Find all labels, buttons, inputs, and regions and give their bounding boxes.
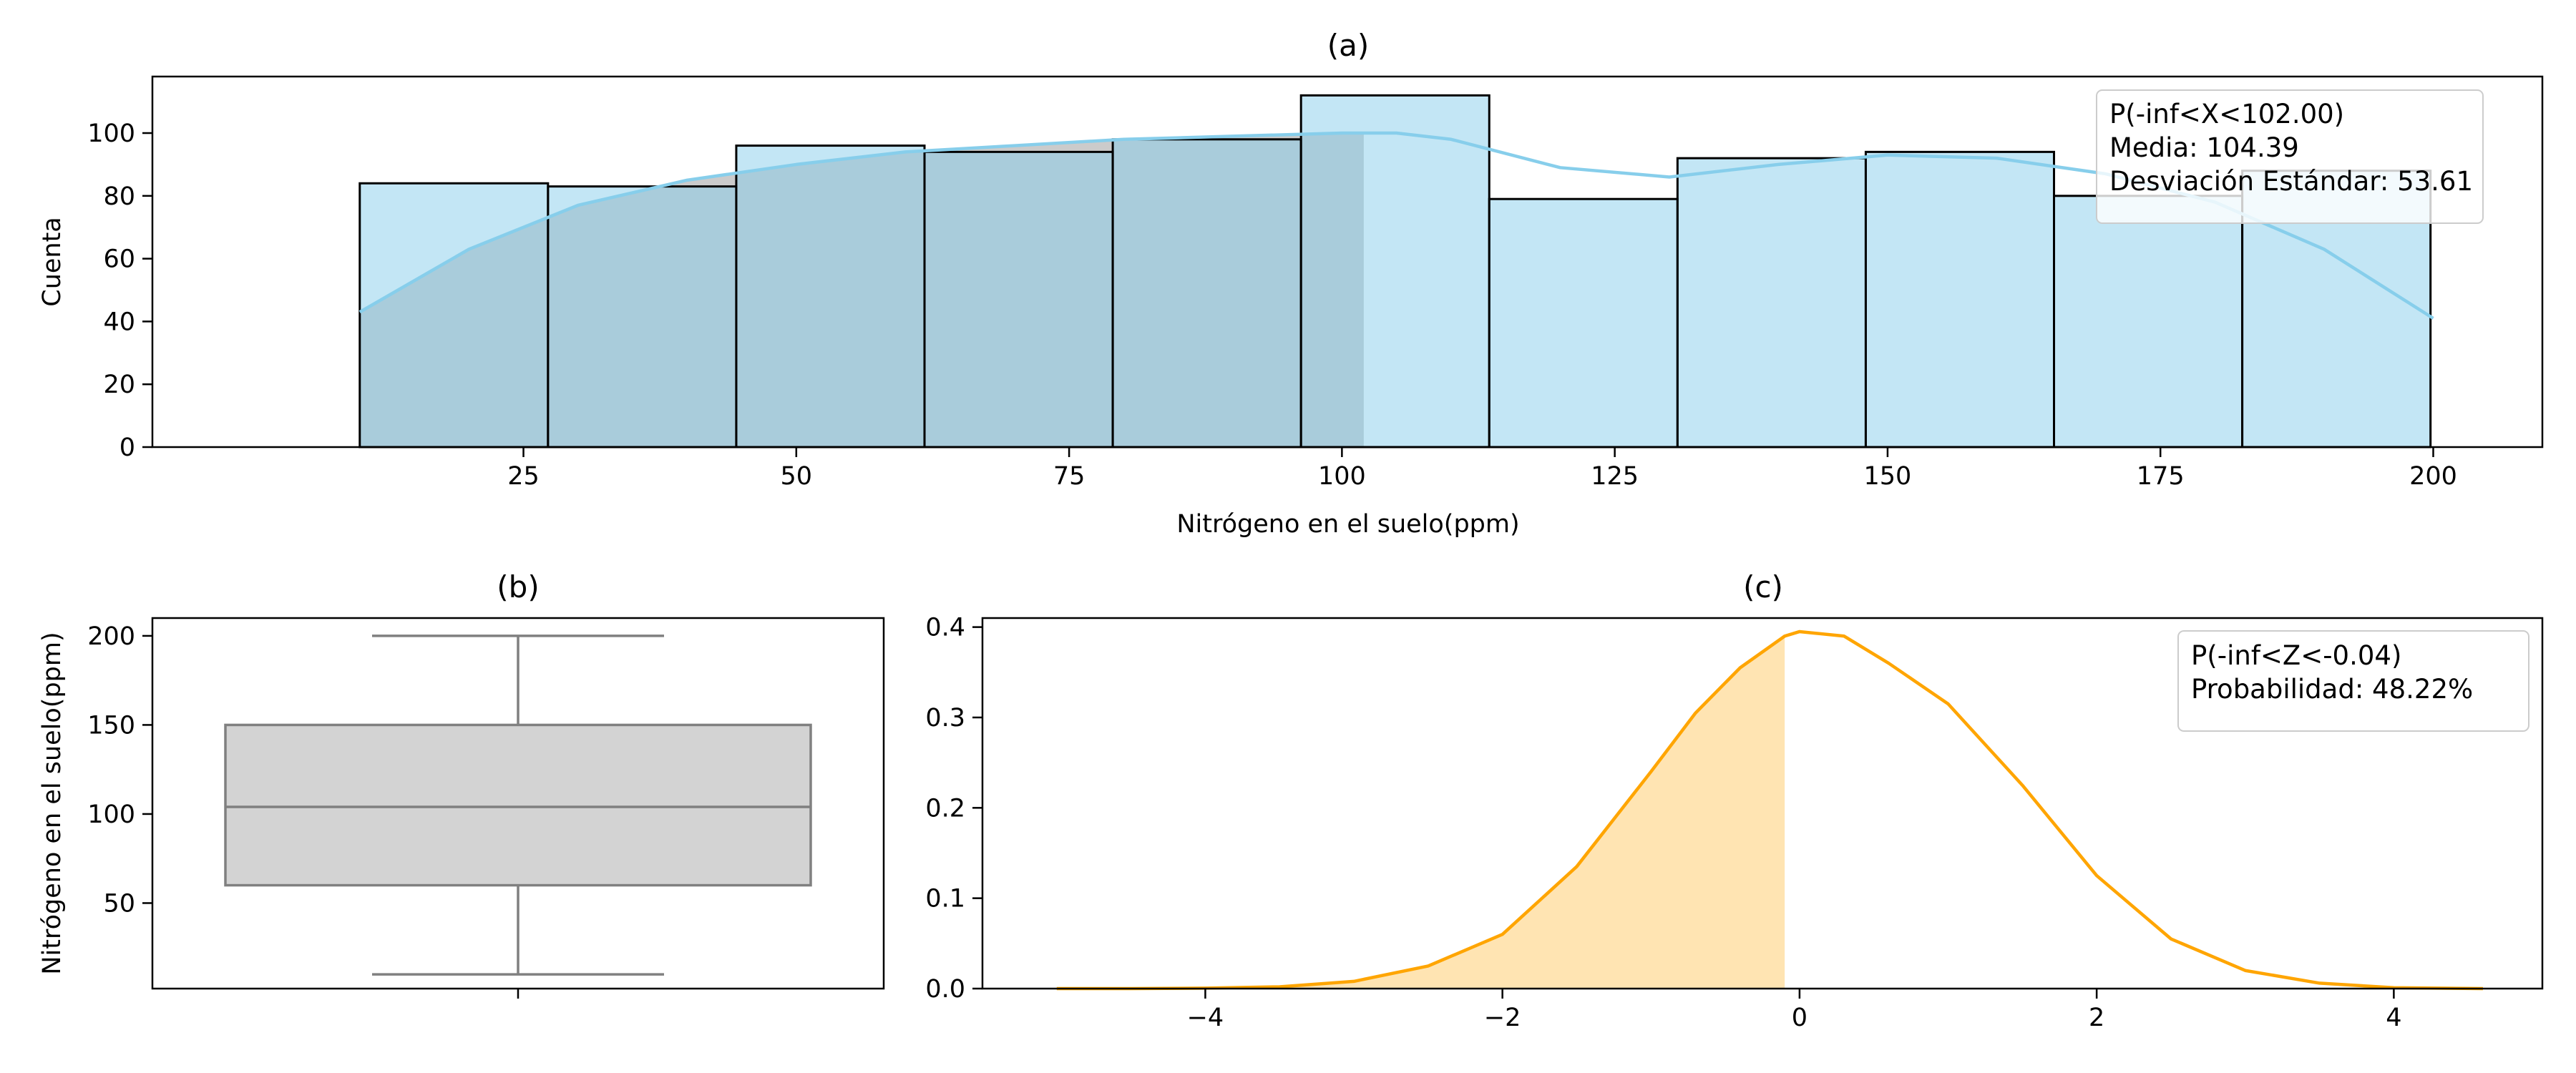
y-tick-label: 0.4 (925, 614, 965, 642)
panel-b-y-ticks: 50 100 150 200 (87, 622, 152, 918)
panel-b-ylabel: Nitrógeno en el suelo(ppm) (38, 632, 67, 974)
panel-c-shaded-area (1056, 636, 1785, 989)
hist-bar (358, 182, 550, 449)
panel-a-histogram: (a) 25 50 75 100 125 150 175 200 0 20 40 60 80 100 N… (38, 28, 2544, 539)
panel-c-x-ticks: −4 −2 0 2 4 (1187, 989, 2402, 1032)
panel-c-legend: P(-inf<Z<-0.04) Probabilidad: 48.22% (2177, 630, 2529, 732)
panel-c-frame (981, 617, 2544, 990)
x-tick-label: 175 (2137, 462, 2185, 491)
y-tick-label: 100 (87, 119, 135, 148)
y-tick-label: 80 (103, 182, 135, 211)
panel-c-legend-box (2177, 630, 2529, 732)
panel-a-legend-line-2: Media: 104.39 (2109, 132, 2299, 163)
hist-bar (1864, 150, 2056, 449)
hist-bar (923, 150, 1114, 449)
panel-c-legend-line-2: Probabilidad: 48.22% (2191, 674, 2473, 705)
x-tick-label: −4 (1187, 1004, 1224, 1032)
panel-a-legend-box (2096, 89, 2484, 224)
hist-bar (1111, 138, 1302, 449)
panel-b-box (224, 635, 812, 976)
x-tick-label: 100 (1318, 462, 1366, 491)
x-tick-label: 2 (2089, 1004, 2104, 1032)
y-tick-label: 40 (103, 308, 135, 336)
x-tick-label: 200 (2409, 462, 2457, 491)
x-tick-label: 25 (507, 462, 540, 491)
panel-c-curve (1056, 629, 2483, 991)
panel-b-boxplot: (b) 50 100 150 200 Nitrógeno en el suelo(pp… (38, 569, 885, 999)
density-curve (1056, 629, 2483, 991)
hist-bar (1299, 94, 1491, 449)
y-tick-label: 20 (103, 371, 135, 399)
x-tick-label: 4 (2386, 1004, 2401, 1032)
iqr-box (224, 723, 812, 887)
y-tick-label: 0.3 (925, 704, 965, 733)
x-tick-label: 150 (1864, 462, 1912, 491)
hist-bar (547, 185, 738, 449)
y-tick-label: 0.2 (925, 794, 965, 823)
panel-b-title: (b) (497, 569, 539, 604)
y-tick-label: 0.0 (925, 975, 965, 1004)
x-tick-label: 0 (1792, 1004, 1807, 1032)
panel-a-y-ticks: 0 20 40 60 80 100 (87, 119, 152, 462)
panel-a-title: (a) (1327, 28, 1370, 63)
y-tick-label: 200 (87, 622, 135, 651)
y-tick-label: 100 (87, 800, 135, 829)
panel-a-x-ticks: 25 50 75 100 125 150 175 200 (507, 447, 2457, 491)
hist-bar (1676, 157, 1867, 449)
panel-c-density: (c) −4 −2 0 2 4 0.0 0.1 0.2 0.3 0.4 P(-inf<Z<-0.… (925, 569, 2544, 1032)
panel-a-legend-line-3: Desviación Estándar: 53.61 (2109, 166, 2473, 197)
hist-bar (2053, 195, 2244, 449)
x-tick-label: −2 (1484, 1004, 1521, 1032)
panel-c-legend-line-1: P(-inf<Z<-0.04) (2191, 640, 2401, 671)
panel-a-kde (358, 131, 2434, 320)
x-tick-label: 125 (1591, 462, 1639, 491)
y-tick-label: 60 (103, 245, 135, 274)
x-tick-label: 50 (781, 462, 813, 491)
panel-a-frame (151, 75, 2544, 449)
panel-a-legend-line-1: P(-inf<X<102.00) (2109, 99, 2344, 129)
y-tick-label: 0 (119, 433, 135, 462)
panel-a-ylabel: Cuenta (38, 217, 67, 307)
hist-bar (1488, 197, 1679, 449)
kde-line (358, 131, 2434, 320)
panel-a-xlabel: Nitrógeno en el suelo(ppm) (1176, 510, 1519, 539)
x-tick-label: 75 (1053, 462, 1085, 491)
panel-c-y-ticks: 0.0 0.1 0.2 0.3 0.4 (925, 614, 982, 1004)
panel-a-legend: P(-inf<X<102.00) Media: 104.39 Desviació… (2096, 89, 2484, 224)
panel-a-bars (358, 94, 2432, 449)
y-tick-label: 150 (87, 711, 135, 740)
y-tick-label: 50 (103, 889, 135, 918)
panel-c-title: (c) (1743, 569, 1783, 604)
shaded-area (1056, 636, 1785, 989)
y-tick-label: 0.1 (925, 885, 965, 913)
hist-bar (735, 144, 926, 449)
